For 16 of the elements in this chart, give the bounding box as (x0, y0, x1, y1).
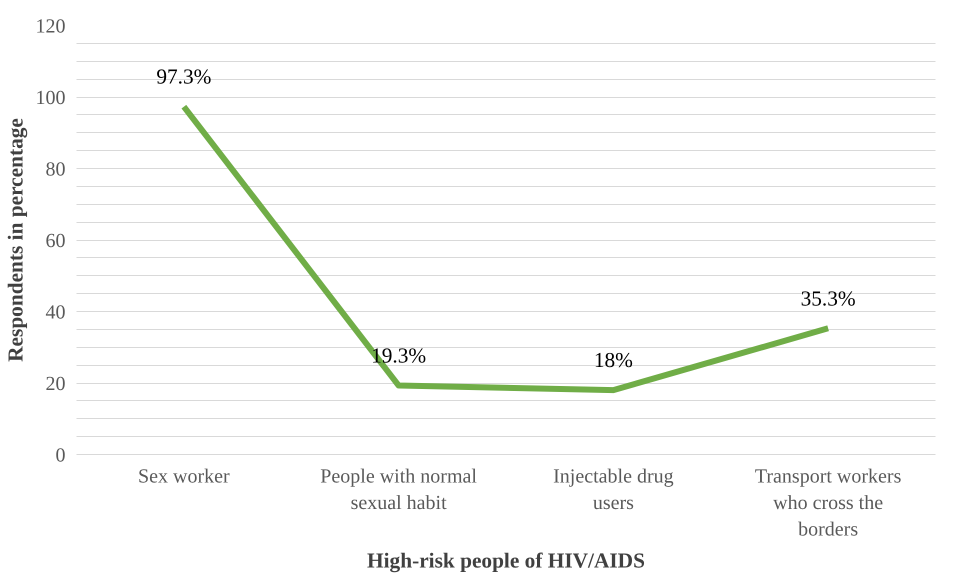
x-tick-label: Sex worker (138, 466, 230, 488)
y-tick-label: 0 (56, 444, 66, 466)
y-tick-label: 20 (46, 373, 66, 395)
y-axis-title: Respondents in percentage (4, 118, 28, 362)
x-tick-label: Transport workers who cross the borders (754, 466, 902, 540)
x-tick-label: Injectable drug users (553, 466, 674, 514)
y-tick-label: 100 (36, 87, 66, 109)
x-axis-title: High-risk people of HIV/AIDS (367, 548, 645, 572)
y-tick-label: 120 (36, 16, 66, 38)
y-tick-label: 80 (46, 158, 66, 180)
data-label: 18% (594, 348, 634, 372)
y-tick-label: 60 (46, 230, 66, 252)
data-label: 97.3% (156, 64, 212, 89)
y-tick-label: 40 (46, 302, 66, 324)
x-tick-label: People with normal sexual habit (320, 466, 478, 514)
data-label: 35.3% (800, 286, 856, 310)
